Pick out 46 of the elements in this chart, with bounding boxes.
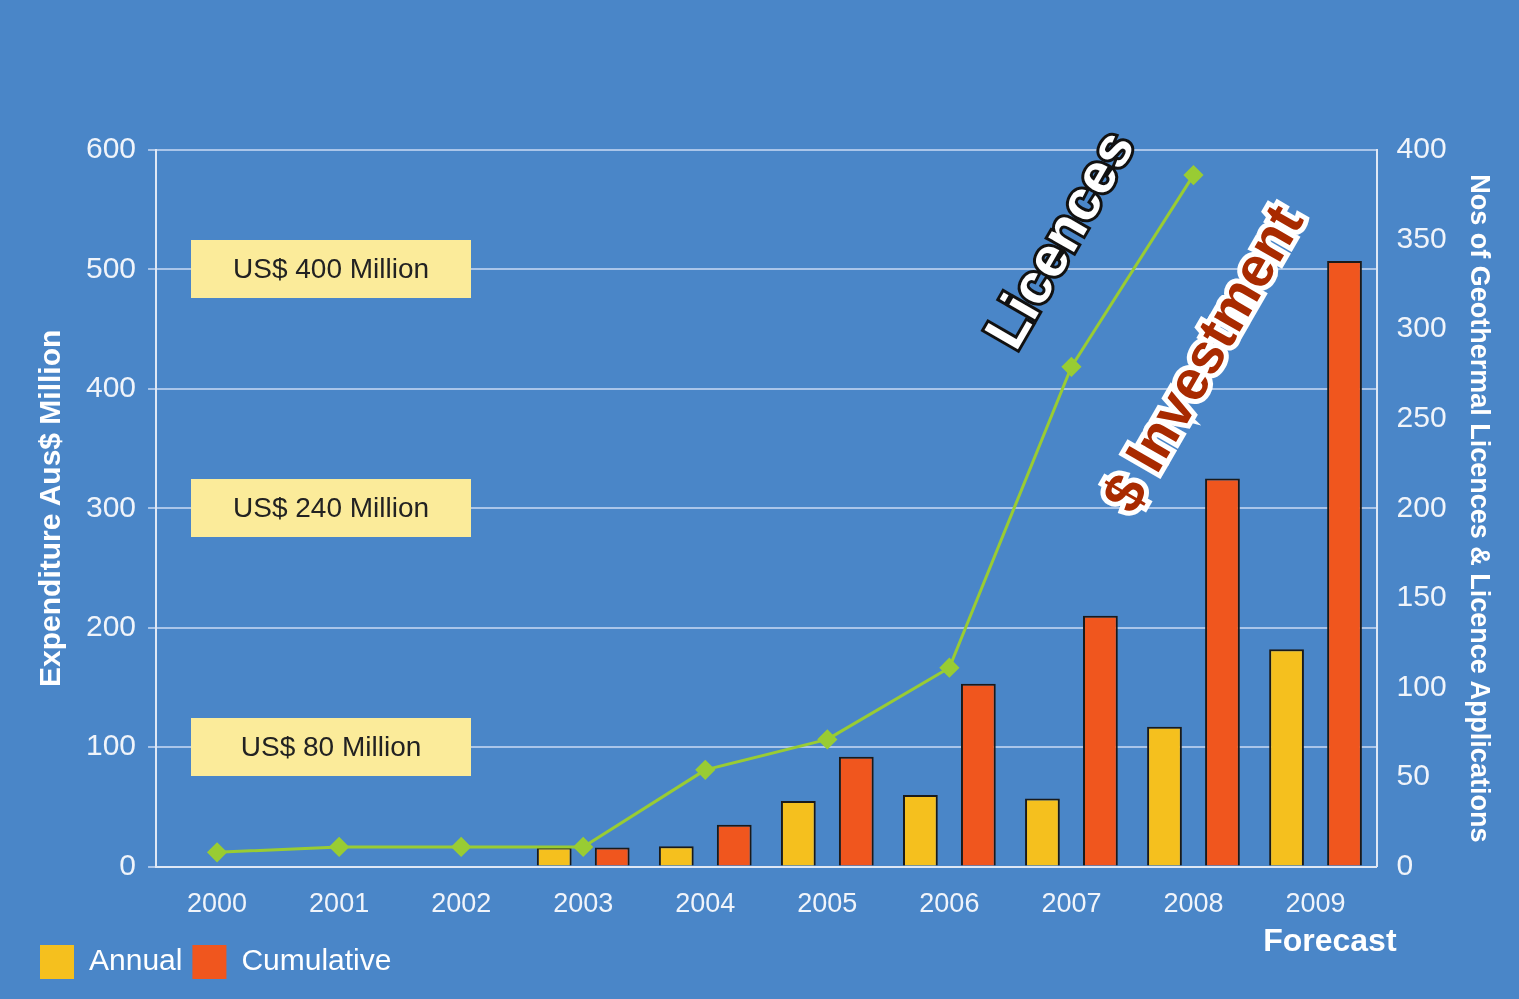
x-tick-label: 2006: [919, 888, 980, 919]
point: [1183, 165, 1203, 185]
point: [207, 842, 227, 862]
x-tick-label: 2004: [675, 888, 736, 919]
y2-tick-label: 300: [1396, 310, 1447, 344]
point: [695, 760, 715, 780]
y-tick-label: 500: [85, 250, 137, 284]
legend-label: Cumulative: [241, 943, 392, 977]
y-tick-label: 200: [85, 609, 137, 642]
x-tick-label: 2002: [431, 888, 492, 919]
y2-tick-label: 350: [1396, 220, 1447, 254]
y2-tick-label: 50: [1396, 758, 1430, 792]
text: Forecast: [1263, 922, 1397, 959]
x-tick-label: 2000: [187, 888, 248, 919]
x-tick-label: 2008: [1163, 888, 1224, 919]
y2-tick-label: 200: [1396, 489, 1447, 523]
point: [573, 837, 593, 857]
y2-tick-label: 400: [1396, 131, 1447, 165]
y-tick-label: 0: [119, 847, 137, 881]
annotation: US$ 80 Million: [240, 731, 422, 764]
note-box: US$ 400 Million: [191, 240, 472, 299]
y-tick-label: 600: [85, 131, 137, 165]
y2-tick-label: 100: [1396, 668, 1447, 702]
y2-tick-label: 250: [1396, 399, 1447, 433]
point: [1061, 357, 1081, 377]
x-tick-label: 2001: [309, 888, 370, 919]
y-tick-label: 100: [85, 728, 137, 762]
x-tick-label: 2009: [1285, 888, 1346, 919]
annotation: US$ 240 Million: [232, 492, 430, 525]
point: [451, 837, 471, 857]
point: [329, 837, 349, 857]
x-tick-label: 2007: [1041, 888, 1102, 919]
x-tick-label: 2005: [797, 888, 858, 919]
y2-axis-title: Nos of Geothermal Licences & Licence Applications: [1465, 174, 1496, 843]
y-axis-title: Expenditure Aus$ Million: [33, 329, 67, 687]
legend-label: Annual: [89, 943, 183, 977]
note-box: US$ 80 Million: [191, 718, 472, 777]
point: [939, 658, 959, 678]
annotation: US$ 400 Million: [232, 253, 430, 286]
y-tick-label: 400: [85, 370, 137, 404]
x-tick-label: 2003: [553, 888, 614, 919]
note-box: US$ 240 Million: [191, 479, 472, 538]
y2-tick-label: 150: [1396, 579, 1447, 613]
point: [817, 729, 837, 749]
y-tick-label: 300: [85, 489, 137, 523]
y2-tick-label: 0: [1396, 847, 1414, 881]
